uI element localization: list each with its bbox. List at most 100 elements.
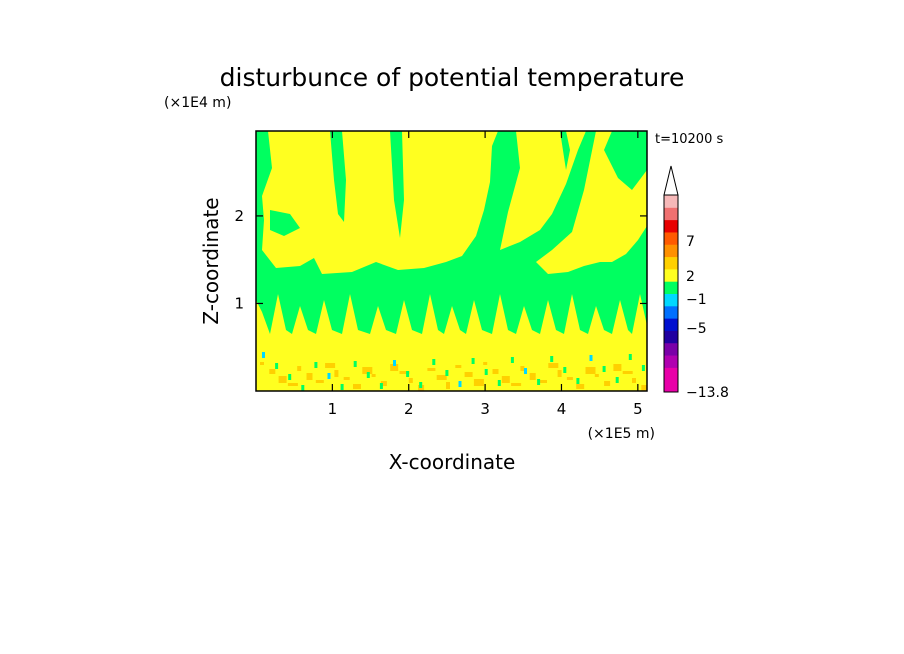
upper-positive-region [256, 131, 647, 274]
surface-cold-fleck [301, 385, 305, 391]
x-tick-label: 3 [480, 400, 490, 418]
surface-cold-fleck [262, 352, 265, 358]
surface-warm-speckle [594, 374, 599, 377]
surface-cold-fleck [471, 358, 475, 364]
surface-warm-speckle [492, 369, 499, 374]
surface-warm-speckle [511, 383, 522, 386]
x-unit-label: (×1E5 m) [588, 426, 655, 442]
surface-cold-fleck [550, 356, 554, 362]
surface-cold-fleck [510, 357, 514, 363]
surface-cold-fleck [524, 368, 527, 374]
colorbar-segment [664, 281, 678, 294]
colorbar-label: −5 [686, 321, 707, 337]
surface-cold-fleck [628, 354, 632, 360]
surface-cold-fleck [432, 359, 436, 365]
contour-field [256, 131, 647, 391]
surface-cold-fleck [458, 381, 462, 387]
y-axis-ticks: 12 [234, 207, 647, 312]
surface-cold-fleck [406, 371, 410, 377]
colorbar-segment [664, 268, 678, 282]
surface-cold-fleck [497, 380, 501, 386]
surface-cold-fleck [576, 378, 580, 384]
surface-warm-speckle [557, 370, 562, 377]
surface-warm-speckle [585, 367, 596, 374]
surface-cold-fleck [641, 365, 645, 371]
surface-cold-fleck [275, 363, 279, 369]
surface-warm-speckle [343, 377, 350, 380]
surface-cold-fleck [379, 383, 383, 389]
surface-warm-speckle [632, 378, 636, 383]
colorbar-segment [664, 342, 678, 356]
colorbar-label: 7 [686, 234, 695, 250]
surface-warm-speckle [520, 366, 525, 371]
surface-warm-speckle [371, 374, 376, 377]
surface-cold-fleck [563, 367, 567, 373]
surface-cold-fleck [366, 372, 370, 378]
surface-cold-fleck [327, 373, 331, 379]
y-tick-label: 1 [234, 294, 244, 312]
colorbar-segment [664, 256, 678, 270]
x-tick-label: 4 [557, 400, 567, 418]
plot-frame [255, 130, 648, 392]
surface-warm-speckle [306, 373, 313, 380]
colorbar-segment [664, 379, 678, 393]
x-axis-ticks: 1 2 3 4 5 [328, 131, 643, 418]
surface-warm-speckle [436, 375, 447, 380]
surface-warm-speckle [325, 363, 336, 368]
surface-warm-speckle [548, 363, 559, 368]
surface-cold-fleck [340, 384, 344, 390]
x-tick-label: 2 [404, 400, 414, 418]
surface-warm-speckle [576, 384, 585, 389]
colorbar-segment [664, 244, 678, 258]
surface-cold-fleck [288, 374, 292, 380]
surface-warm-speckle [334, 370, 339, 377]
surface-warm-speckle [260, 362, 264, 365]
surface-cold-fleck [484, 369, 488, 375]
surface-warm-speckle [539, 380, 547, 383]
surface-warm-speckle [483, 362, 488, 365]
colorbar-extend-arrow [663, 165, 679, 196]
surface-warm-speckle [353, 384, 361, 389]
surface-warm-speckle [408, 378, 413, 383]
surface-cold-fleck [602, 366, 606, 372]
surface-warm-speckle [473, 379, 484, 386]
surface-warm-speckle [501, 376, 510, 383]
surface-warm-speckle [464, 372, 473, 377]
colorbar-segment [664, 219, 678, 233]
colorbar-segment [664, 293, 678, 307]
surface-cold-fleck [615, 377, 619, 383]
y-unit-label: (×1E4 m) [164, 95, 231, 111]
surface-warm-speckle [604, 381, 611, 386]
surface-warm-speckle [613, 364, 622, 371]
surface-warm-speckle [622, 371, 633, 374]
colorbar-segment [664, 305, 678, 319]
surface-warm-speckle [641, 385, 647, 391]
surface-warm-speckle [297, 366, 302, 371]
surface-warm-speckle [278, 376, 287, 383]
surface-warm-speckle [427, 368, 436, 371]
surface-warm-speckle [399, 371, 410, 374]
surface-warm-speckle [315, 380, 324, 383]
colorbar-segment [664, 367, 678, 381]
surface-cold-fleck [393, 360, 396, 366]
surface-cold-fleck [445, 370, 449, 376]
chart-title: disturbunce of potential temperature [220, 63, 685, 92]
colorbar-segment [664, 355, 678, 368]
surface-cold-fleck [314, 362, 318, 368]
colorbar-label: 2 [686, 269, 695, 285]
colorbar-segment [664, 231, 678, 245]
x-axis-title: X-coordinate [389, 450, 516, 474]
colorbar: 7 2 −1 −5 −13.8 [663, 165, 729, 401]
surface-warm-speckle [529, 373, 536, 380]
colorbar-segment [664, 318, 678, 331]
surface-cold-fleck [419, 382, 423, 388]
surface-cold-fleck [589, 355, 593, 361]
y-tick-label: 2 [234, 207, 244, 225]
surface-cold-fleck [537, 379, 541, 385]
time-label: t=10200 s [655, 132, 723, 147]
surface-warm-speckle [362, 367, 373, 374]
colorbar-label: −13.8 [686, 385, 729, 401]
x-tick-label: 1 [328, 400, 338, 418]
